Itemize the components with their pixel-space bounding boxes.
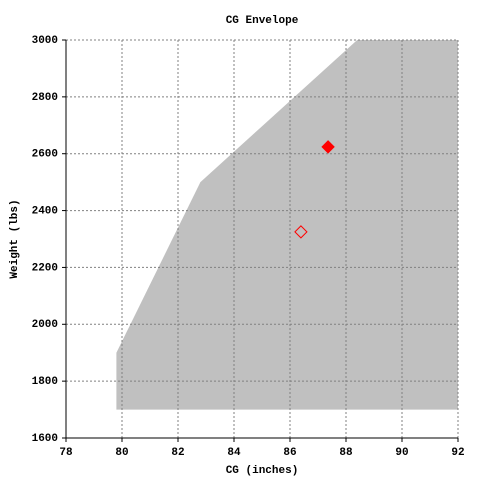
y-tick-label: 1800: [32, 376, 58, 388]
x-axis-label: CG (inches): [226, 465, 299, 477]
y-tick-label: 2600: [32, 149, 58, 161]
y-tick-label: 2000: [32, 319, 58, 331]
x-tick-label: 90: [395, 447, 408, 459]
y-tick-label: 2800: [32, 92, 58, 104]
x-tick-label: 84: [227, 447, 241, 459]
x-tick-label: 80: [115, 447, 128, 459]
x-tick-label: 92: [451, 447, 464, 459]
x-tick-label: 88: [339, 447, 353, 459]
envelope-area: [116, 40, 459, 410]
data-point: [294, 225, 308, 239]
data-point: [321, 140, 335, 154]
y-tick-label: 1600: [32, 433, 58, 445]
x-tick-label: 82: [171, 447, 184, 459]
chart-title: CG Envelope: [226, 15, 299, 27]
y-axis-label: Weight (lbs): [9, 199, 21, 278]
x-tick-label: 78: [59, 447, 73, 459]
y-tick-label: 3000: [32, 35, 58, 47]
x-tick-label: 86: [283, 447, 296, 459]
y-tick-label: 2400: [32, 205, 58, 217]
y-tick-label: 2200: [32, 262, 58, 274]
